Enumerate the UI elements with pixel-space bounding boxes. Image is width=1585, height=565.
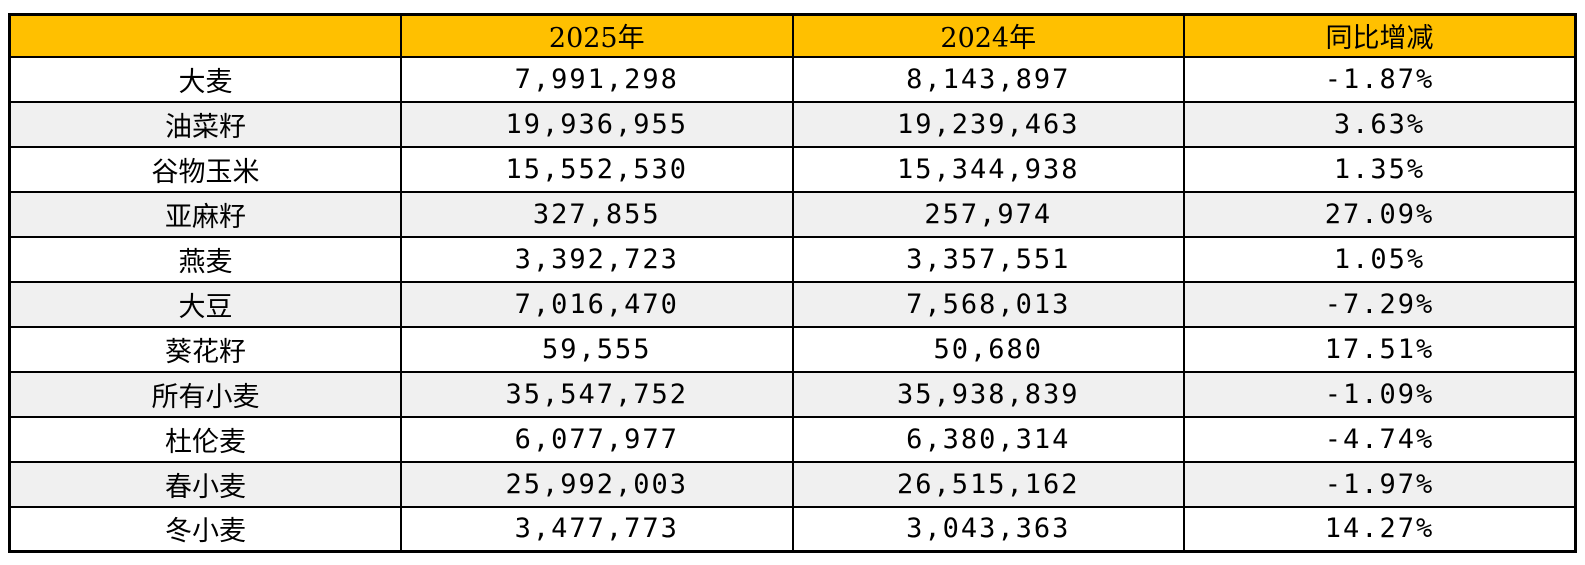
- row-label: 油菜籽: [8, 100, 402, 148]
- row-label: 杜伦麦: [8, 415, 402, 463]
- data-cell: 3,477,773: [400, 505, 794, 553]
- data-cell: 26,515,162: [791, 460, 1185, 508]
- data-cell: 3,392,723: [400, 235, 794, 283]
- table-row: 大豆 7,016,470 7,568,013 -7.29%: [8, 280, 1577, 328]
- data-cell: 19,936,955: [400, 100, 794, 148]
- row-label: 葵花籽: [8, 325, 402, 373]
- header-row: 2025年 2024年 同比增减: [8, 13, 1577, 58]
- data-cell: 3.63%: [1183, 100, 1577, 148]
- data-cell: 59,555: [400, 325, 794, 373]
- data-cell: 35,547,752: [400, 370, 794, 418]
- table-row: 谷物玉米 15,552,530 15,344,938 1.35%: [8, 145, 1577, 193]
- data-cell: 27.09%: [1183, 190, 1577, 238]
- row-label: 冬小麦: [8, 505, 402, 553]
- data-cell: 3,357,551: [791, 235, 1185, 283]
- data-cell: 1.35%: [1183, 145, 1577, 193]
- table-row: 所有小麦 35,547,752 35,938,839 -1.09%: [8, 370, 1577, 418]
- column-header-2025: 2025年: [400, 13, 794, 58]
- crop-production-table: 2025年 2024年 同比增减 大麦 7,991,298 8,143,897 -1.…: [8, 13, 1577, 553]
- data-cell: 6,380,314: [791, 415, 1185, 463]
- row-label: 春小麦: [8, 460, 402, 508]
- row-label: 亚麻籽: [8, 190, 402, 238]
- table-row: 燕麦 3,392,723 3,357,551 1.05%: [8, 235, 1577, 283]
- data-cell: -1.09%: [1183, 370, 1577, 418]
- row-label: 大豆: [8, 280, 402, 328]
- data-cell: 7,016,470: [400, 280, 794, 328]
- data-cell: 19,239,463: [791, 100, 1185, 148]
- table-row: 春小麦 25,992,003 26,515,162 -1.97%: [8, 460, 1577, 508]
- data-cell: 15,344,938: [791, 145, 1185, 193]
- data-cell: 25,992,003: [400, 460, 794, 508]
- column-header-yoy-change: 同比增减: [1183, 13, 1577, 58]
- data-cell: 17.51%: [1183, 325, 1577, 373]
- data-cell: -1.87%: [1183, 55, 1577, 103]
- data-cell: 327,855: [400, 190, 794, 238]
- table-header: 2025年 2024年 同比增减: [8, 13, 1577, 58]
- data-cell: 3,043,363: [791, 505, 1185, 553]
- data-cell: 7,991,298: [400, 55, 794, 103]
- data-cell: 1.05%: [1183, 235, 1577, 283]
- column-header-2024: 2024年: [791, 13, 1185, 58]
- data-cell: 35,938,839: [791, 370, 1185, 418]
- row-label: 大麦: [8, 55, 402, 103]
- table-row: 亚麻籽 327,855 257,974 27.09%: [8, 190, 1577, 238]
- table-row: 大麦 7,991,298 8,143,897 -1.87%: [8, 55, 1577, 103]
- table-body: 大麦 7,991,298 8,143,897 -1.87% 油菜籽 19,936,955 1…: [8, 55, 1577, 553]
- data-cell: 7,568,013: [791, 280, 1185, 328]
- data-cell: 257,974: [791, 190, 1185, 238]
- data-cell: -4.74%: [1183, 415, 1577, 463]
- data-cell: 8,143,897: [791, 55, 1185, 103]
- data-cell: 15,552,530: [400, 145, 794, 193]
- column-header-crop: [8, 13, 402, 58]
- data-cell: 14.27%: [1183, 505, 1577, 553]
- data-cell: -1.97%: [1183, 460, 1577, 508]
- table-row: 葵花籽 59,555 50,680 17.51%: [8, 325, 1577, 373]
- row-label: 所有小麦: [8, 370, 402, 418]
- data-cell: 50,680: [791, 325, 1185, 373]
- row-label: 燕麦: [8, 235, 402, 283]
- table-row: 冬小麦 3,477,773 3,043,363 14.27%: [8, 505, 1577, 553]
- data-cell: 6,077,977: [400, 415, 794, 463]
- table-row: 油菜籽 19,936,955 19,239,463 3.63%: [8, 100, 1577, 148]
- table-row: 杜伦麦 6,077,977 6,380,314 -4.74%: [8, 415, 1577, 463]
- row-label: 谷物玉米: [8, 145, 402, 193]
- data-cell: -7.29%: [1183, 280, 1577, 328]
